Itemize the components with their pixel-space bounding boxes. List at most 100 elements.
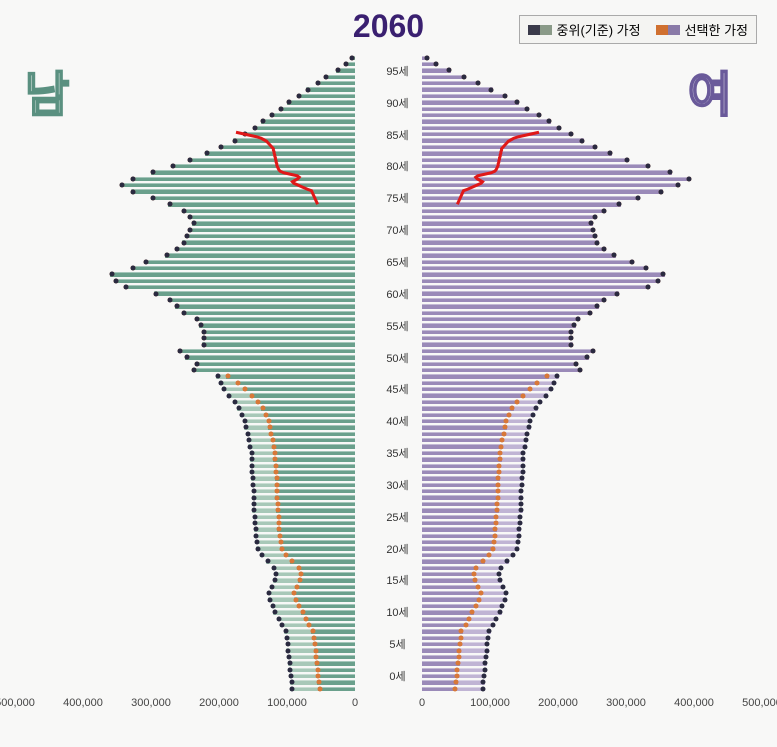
bar-row <box>15 93 355 99</box>
bar-row <box>422 463 762 469</box>
bar-row <box>422 647 762 653</box>
bar-row <box>15 584 355 590</box>
bar-row <box>15 596 355 602</box>
legend-selected: 선택한 가정 <box>656 20 748 39</box>
bar-row <box>15 456 355 462</box>
bar-row <box>422 208 762 214</box>
bar-row <box>15 290 355 296</box>
age-tick: 95세 <box>370 63 425 79</box>
bar-row <box>422 246 762 252</box>
x-axis-female: 0100,000200,000300,000400,000500,000 <box>422 692 762 717</box>
bar-row <box>15 679 355 685</box>
bar-row <box>15 424 355 430</box>
bar-row <box>422 271 762 277</box>
bar-row <box>422 176 762 182</box>
bar-row <box>422 450 762 456</box>
bar-row <box>15 603 355 609</box>
bar-row <box>15 271 355 277</box>
age-tick: 90세 <box>370 95 425 111</box>
bar-row <box>422 603 762 609</box>
bar-row <box>422 278 762 284</box>
bar-row <box>15 399 355 405</box>
age-axis: 0세5세10세15세20세25세30세35세40세45세50세55세60세65세… <box>370 55 425 692</box>
x-tick: 500,000 <box>0 697 35 709</box>
bar-row <box>15 201 355 207</box>
age-tick: 0세 <box>370 668 425 684</box>
bar-row <box>15 380 355 386</box>
bar-row <box>15 157 355 163</box>
bar-row <box>422 259 762 265</box>
bar-row <box>422 163 762 169</box>
bar-row <box>422 74 762 80</box>
bar-row <box>15 220 355 226</box>
bar-row <box>15 55 355 61</box>
bar-row <box>15 354 355 360</box>
bar-row <box>15 654 355 660</box>
bar-row <box>422 494 762 500</box>
bar-row <box>422 233 762 239</box>
age-tick: 40세 <box>370 413 425 429</box>
bar-row <box>422 99 762 105</box>
bar-row <box>15 265 355 271</box>
bar-row <box>422 373 762 379</box>
bar-row <box>422 577 762 583</box>
bar-row <box>15 303 355 309</box>
age-tick: 75세 <box>370 190 425 206</box>
bar-row <box>422 106 762 112</box>
bar-row <box>422 628 762 634</box>
bar-row <box>15 233 355 239</box>
bar-row <box>15 246 355 252</box>
bar-row <box>422 157 762 163</box>
bar-row <box>15 169 355 175</box>
x-tick: 300,000 <box>606 697 646 709</box>
bar-row <box>422 456 762 462</box>
bar-row <box>15 437 355 443</box>
bar-row <box>422 380 762 386</box>
bar-row <box>422 93 762 99</box>
bar-row <box>422 182 762 188</box>
bar-row <box>15 182 355 188</box>
bar-row <box>15 373 355 379</box>
age-tick: 45세 <box>370 381 425 397</box>
bar-row <box>422 616 762 622</box>
bar-row <box>15 86 355 92</box>
bar-row <box>15 558 355 564</box>
x-tick: 400,000 <box>63 697 103 709</box>
bar-row <box>15 131 355 137</box>
bar-row <box>422 329 762 335</box>
bar-row <box>422 284 762 290</box>
bar-row <box>15 125 355 131</box>
x-tick: 200,000 <box>199 697 239 709</box>
legend: 중위(기준) 가정 선택한 가정 <box>519 15 757 44</box>
bar-row <box>15 341 355 347</box>
age-tick: 15세 <box>370 572 425 588</box>
bar-row <box>422 86 762 92</box>
bar-row <box>15 463 355 469</box>
legend-selected-label: 선택한 가정 <box>685 20 748 39</box>
bar-row <box>422 137 762 143</box>
bar-row <box>422 596 762 602</box>
bar-row <box>15 335 355 341</box>
bar-row <box>422 335 762 341</box>
bar-row <box>15 482 355 488</box>
bar-row <box>422 386 762 392</box>
age-tick: 5세 <box>370 636 425 652</box>
age-tick: 70세 <box>370 222 425 238</box>
bar-row <box>15 494 355 500</box>
bar-row <box>15 239 355 245</box>
bar-row <box>15 361 355 367</box>
bar-row <box>422 67 762 73</box>
bar-row <box>422 265 762 271</box>
bar-row <box>15 443 355 449</box>
bar-row <box>15 322 355 328</box>
bar-row <box>15 514 355 520</box>
bar-row <box>15 660 355 666</box>
bar-row <box>422 679 762 685</box>
bar-row <box>422 533 762 539</box>
bar-row <box>15 310 355 316</box>
x-tick: 400,000 <box>674 697 714 709</box>
bar-row <box>15 316 355 322</box>
bar-row <box>15 118 355 124</box>
bar-row <box>422 514 762 520</box>
female-panel <box>422 55 762 692</box>
